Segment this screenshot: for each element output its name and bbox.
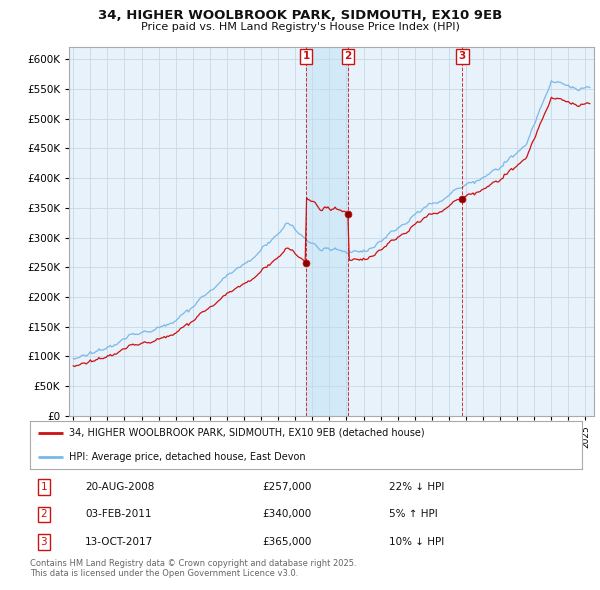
Text: 2: 2 xyxy=(344,51,352,61)
Text: 34, HIGHER WOOLBROOK PARK, SIDMOUTH, EX10 9EB: 34, HIGHER WOOLBROOK PARK, SIDMOUTH, EX1… xyxy=(98,9,502,22)
Text: Contains HM Land Registry data © Crown copyright and database right 2025.
This d: Contains HM Land Registry data © Crown c… xyxy=(30,559,356,578)
Text: 34, HIGHER WOOLBROOK PARK, SIDMOUTH, EX10 9EB (detached house): 34, HIGHER WOOLBROOK PARK, SIDMOUTH, EX1… xyxy=(68,428,424,438)
Text: Price paid vs. HM Land Registry's House Price Index (HPI): Price paid vs. HM Land Registry's House … xyxy=(140,22,460,32)
Text: 5% ↑ HPI: 5% ↑ HPI xyxy=(389,510,437,519)
Text: 10% ↓ HPI: 10% ↓ HPI xyxy=(389,537,444,547)
Text: 1: 1 xyxy=(302,51,310,61)
Text: 20-AUG-2008: 20-AUG-2008 xyxy=(85,482,155,492)
Text: £340,000: £340,000 xyxy=(262,510,311,519)
Text: HPI: Average price, detached house, East Devon: HPI: Average price, detached house, East… xyxy=(68,452,305,462)
Text: £257,000: £257,000 xyxy=(262,482,311,492)
Text: 3: 3 xyxy=(40,537,47,547)
Text: 22% ↓ HPI: 22% ↓ HPI xyxy=(389,482,444,492)
Text: 1: 1 xyxy=(40,482,47,492)
Text: 03-FEB-2011: 03-FEB-2011 xyxy=(85,510,152,519)
Text: £365,000: £365,000 xyxy=(262,537,311,547)
Text: 3: 3 xyxy=(459,51,466,61)
Text: 13-OCT-2017: 13-OCT-2017 xyxy=(85,537,154,547)
Bar xyxy=(306,47,348,416)
Text: 2: 2 xyxy=(40,510,47,519)
